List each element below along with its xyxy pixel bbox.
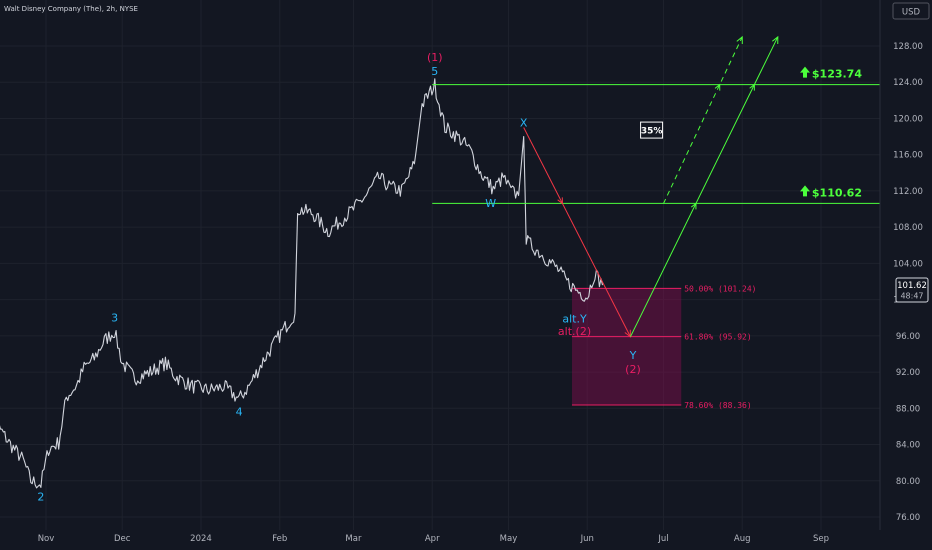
wave-label-pink: (2) <box>625 363 641 376</box>
y-tick-label: 76.00 <box>896 513 920 523</box>
price-axis[interactable] <box>880 0 932 550</box>
y-tick-label: 80.00 <box>896 477 920 487</box>
x-tick-label: Jul <box>657 534 668 544</box>
y-tick-label: 84.00 <box>896 441 920 451</box>
y-tick-label: 124.00 <box>893 78 923 88</box>
current-price-badge: 101.62 48:47 <box>895 277 929 303</box>
current-price: 101.62 <box>897 281 927 291</box>
fib-zone-box <box>571 288 682 406</box>
chevron <box>690 202 697 210</box>
currency-button[interactable]: USD <box>892 2 930 20</box>
wave-label-pink: alt.(2) <box>558 325 591 338</box>
target-label: $123.74 <box>812 68 862 81</box>
wave-label-blue: 4 <box>236 405 243 418</box>
price-series <box>0 78 604 489</box>
y-tick-label: 120.00 <box>893 114 923 124</box>
currency-label: USD <box>902 8 921 18</box>
projection-green-head <box>771 35 779 44</box>
wave-label-blue: X <box>520 117 528 130</box>
x-tick-label: May <box>500 534 518 544</box>
x-tick-label: Feb <box>272 534 287 544</box>
projection-green-dashed-head <box>736 35 743 44</box>
wave-label-blue: 5 <box>431 65 438 78</box>
chart-title: Walt Disney Company (The), 2h, NYSE <box>4 5 138 13</box>
projection-red <box>523 127 631 337</box>
x-tick-label: Sep <box>813 534 829 544</box>
y-tick-label: 108.00 <box>893 223 923 233</box>
x-tick-label: Aug <box>734 534 751 544</box>
probability-box <box>640 121 664 139</box>
x-tick-label: 2024 <box>190 534 212 544</box>
up-arrow-icon <box>800 66 810 78</box>
y-tick-label: 112.00 <box>893 187 923 197</box>
fib-label: 61.80% (95.92) <box>684 333 751 342</box>
projection-red-head <box>624 329 631 338</box>
x-tick-label: Mar <box>345 534 362 544</box>
fib-label: 78.60% (88.36) <box>684 401 751 410</box>
chevron <box>714 83 721 91</box>
chevron <box>557 197 563 205</box>
x-tick-label: Jun <box>580 534 594 544</box>
target-label: $110.62 <box>812 186 862 199</box>
fib-label: 50.00% (101.24) <box>684 284 756 293</box>
y-tick-label: 96.00 <box>896 332 920 342</box>
x-tick-label: Nov <box>38 534 55 544</box>
y-tick-label: 104.00 <box>893 259 923 269</box>
y-tick-label: 128.00 <box>893 42 923 52</box>
probability-label: 35% <box>641 127 663 137</box>
wave-label-blue: Y <box>629 349 637 362</box>
wave-label-blue: alt.Y <box>562 312 587 325</box>
y-tick-label: 88.00 <box>896 404 920 414</box>
grid <box>0 0 880 530</box>
projection-green <box>629 36 779 337</box>
wave-label-blue: W <box>485 197 496 210</box>
countdown: 48:47 <box>900 292 923 301</box>
fib-zone: 50.00% (101.24) 61.80% (95.92) 78.60% (88.… <box>571 284 756 410</box>
y-axis-ticks: 128.00 124.00 120.00 116.00 112.00 108.00 104.… <box>893 42 923 523</box>
x-tick-label: Dec <box>114 534 131 544</box>
projection-green-dashed <box>663 36 743 204</box>
x-axis-ticks: Nov Dec 2024 Feb Mar Apr May Jun Jul Aug Sep <box>38 534 829 544</box>
up-arrow-icon <box>800 185 810 197</box>
x-tick-label: Apr <box>425 534 440 544</box>
analysis-overlay: $123.74$110.6235%12345XWalt.YY(1)alt.(2)… <box>37 35 880 503</box>
wave-label-blue: 3 <box>111 311 118 324</box>
price-line <box>0 78 604 489</box>
y-tick-label: 92.00 <box>896 368 920 378</box>
chevron <box>749 83 755 91</box>
wave-label-pink: (1) <box>427 51 443 64</box>
wave-label-blue: 2 <box>37 490 44 503</box>
y-tick-label: 116.00 <box>893 151 923 161</box>
